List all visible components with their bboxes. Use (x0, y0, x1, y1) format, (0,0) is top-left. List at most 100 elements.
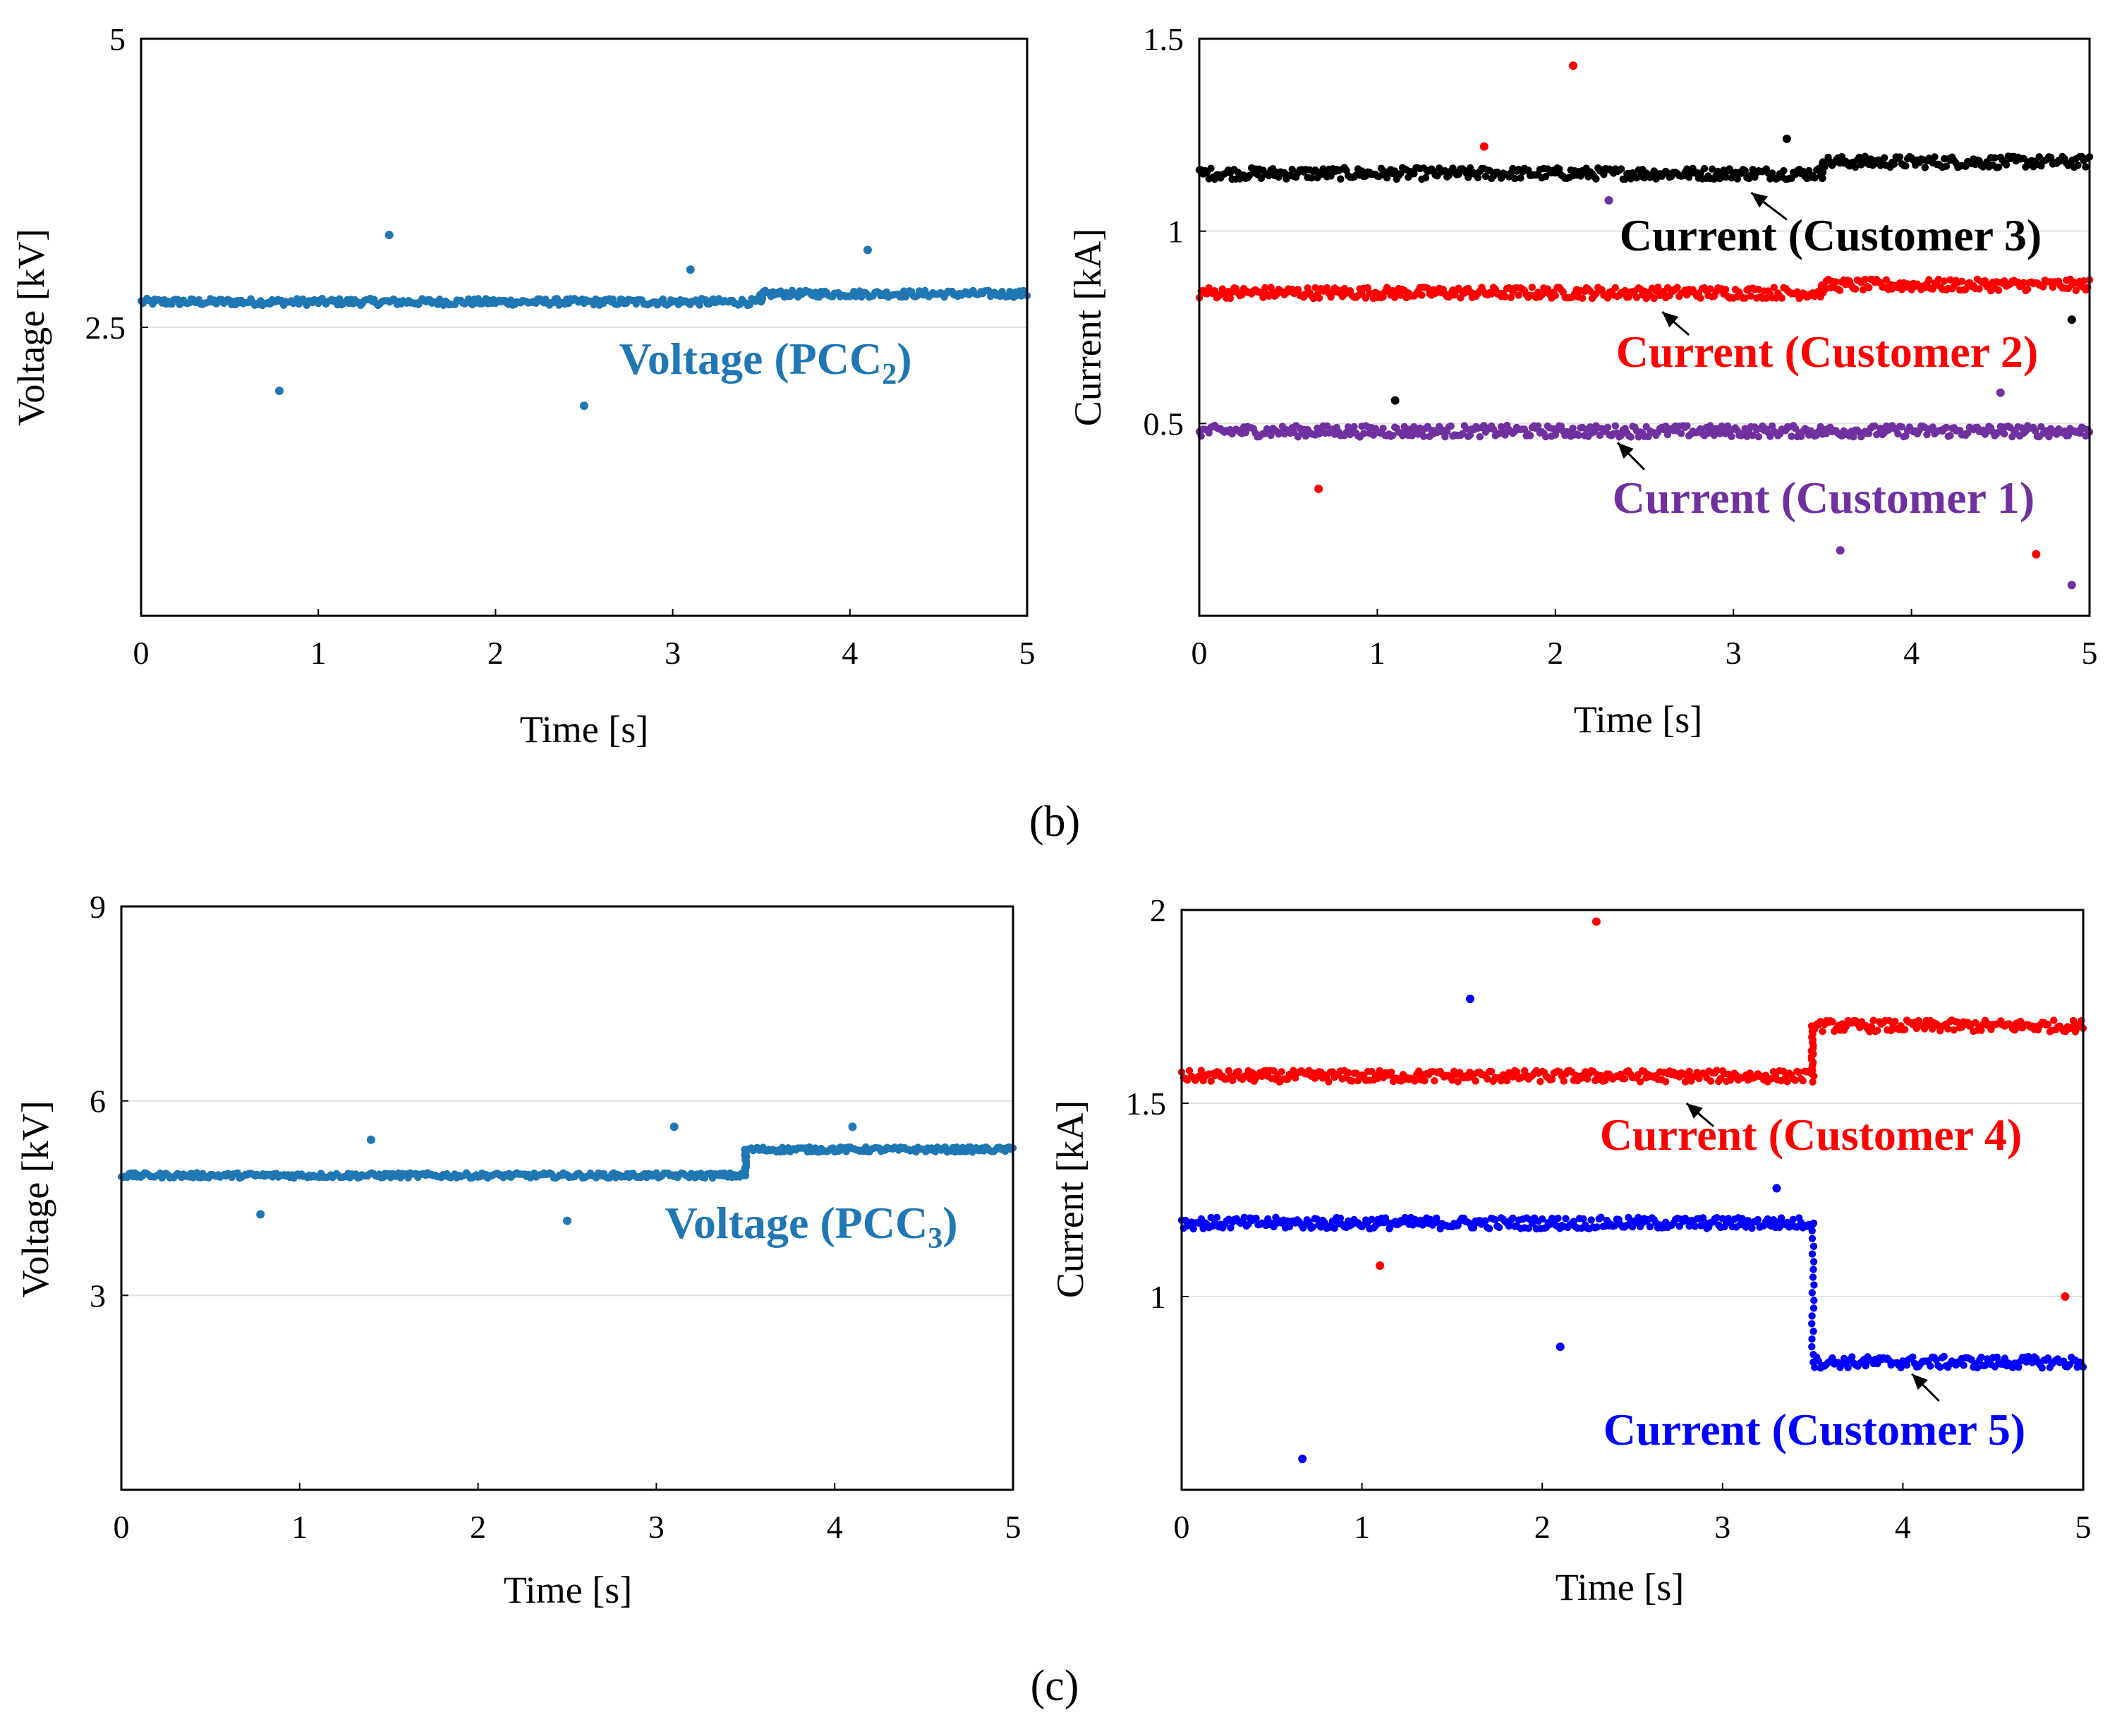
series-label: Current (Customer 2) (1616, 327, 2038, 377)
series-current-customer-2- (1195, 61, 2094, 559)
annotation-arrow-head (1618, 442, 1634, 459)
data-point (1252, 1214, 1260, 1222)
data-point (1791, 1076, 1799, 1084)
data-point (1600, 171, 1608, 178)
data-point (1447, 422, 1455, 430)
data-point (1809, 1304, 1818, 1312)
data-point (1554, 1214, 1562, 1222)
data-point (1921, 164, 1929, 171)
data-point (1379, 425, 1387, 432)
data-point (1388, 1068, 1395, 1076)
data-point (1227, 1224, 1235, 1232)
data-point (1977, 1353, 1985, 1361)
data-point (1580, 1215, 1587, 1223)
data-point (1627, 433, 1635, 441)
data-point (1994, 286, 2003, 294)
data-point (1350, 423, 1358, 431)
data-point (1336, 1214, 1345, 1222)
data-point (1512, 1068, 1521, 1076)
x-tick-label: 0 (1174, 1509, 1190, 1545)
data-point (1681, 1078, 1690, 1086)
data-point (1867, 1023, 1876, 1031)
data-point (2044, 1020, 2052, 1028)
x-tick-label: 3 (648, 1509, 665, 1545)
outlier-point (1479, 142, 1488, 151)
data-point (1716, 174, 1724, 183)
y-tick-label: 6 (90, 1084, 106, 1119)
data-point (1611, 1222, 1619, 1230)
x-axis-label: Time [s] (1574, 698, 1703, 741)
data-point (1931, 153, 1939, 161)
data-point (1617, 432, 1625, 439)
data-point (1601, 1076, 1609, 1084)
data-point (1741, 166, 1749, 175)
data-point (1400, 423, 1409, 431)
y-axis-label: Voltage [kV] (10, 229, 52, 425)
data-point (1654, 284, 1662, 291)
series-voltage-pcc2 (137, 231, 1031, 411)
data-point (1560, 1077, 1568, 1085)
series-label: Current (Customer 3) (1620, 210, 2042, 260)
data-point (2002, 161, 2011, 169)
data-point (1501, 431, 1509, 439)
series-current-customer-1- (1195, 196, 2094, 590)
data-point (1348, 1077, 1356, 1085)
data-point (1748, 1224, 1756, 1232)
data-point (1620, 1075, 1629, 1083)
data-point (1325, 1078, 1333, 1086)
data-point (1240, 1213, 1249, 1222)
data-point (1235, 1067, 1242, 1076)
data-point (1517, 174, 1524, 182)
data-point (1975, 285, 1983, 293)
data-point (1940, 1352, 1948, 1361)
data-point (1844, 1364, 1852, 1372)
outlier-point (1591, 917, 1601, 926)
data-point (1491, 1216, 1499, 1224)
data-point (1364, 284, 1371, 292)
data-point (1754, 432, 1763, 441)
y-axis-label: Current [kA] (1049, 1100, 1091, 1298)
data-point (1936, 1364, 1944, 1371)
y-tick-label: 5 (109, 21, 126, 57)
data-point (1780, 166, 1788, 175)
data-point (1754, 286, 1763, 293)
series-current-customer-5- (1177, 995, 2087, 1464)
data-point (1646, 1222, 1654, 1231)
outlier-point (1836, 546, 1845, 555)
data-point (1597, 1072, 1605, 1080)
data-point (1265, 171, 1273, 180)
data-point (1529, 1220, 1536, 1227)
data-point (1738, 1215, 1746, 1222)
data-point (1368, 1215, 1376, 1223)
data-point (1973, 1364, 1982, 1372)
data-point (1469, 1224, 1478, 1232)
data-point (1850, 433, 1857, 441)
x-tick-label: 3 (1726, 635, 1742, 671)
data-point (1677, 430, 1685, 437)
outlier-point (1298, 1455, 1307, 1464)
data-point (1662, 1078, 1670, 1086)
data-point (1691, 1222, 1699, 1230)
data-point (1871, 422, 1879, 430)
data-point (1673, 284, 1681, 291)
data-point (1454, 1078, 1462, 1086)
data-point (1861, 275, 1869, 284)
data-point (1808, 1312, 1816, 1320)
data-point (1487, 1067, 1496, 1076)
data-point (1713, 1214, 1721, 1222)
data-point (1723, 422, 1732, 430)
data-point (1713, 1067, 1721, 1074)
y-tick-label: 1 (1150, 1279, 1166, 1315)
data-point (1944, 1025, 1952, 1033)
data-point (1788, 432, 1795, 440)
data-point (1307, 174, 1316, 182)
data-point (1501, 293, 1509, 301)
data-point (1323, 284, 1331, 292)
data-point (1994, 163, 2003, 171)
y-tick-label: 2 (1150, 892, 1166, 928)
data-point (1313, 1215, 1321, 1223)
data-point (1211, 287, 1219, 295)
y-tick-label: 9 (90, 889, 106, 925)
data-point (1476, 433, 1484, 441)
